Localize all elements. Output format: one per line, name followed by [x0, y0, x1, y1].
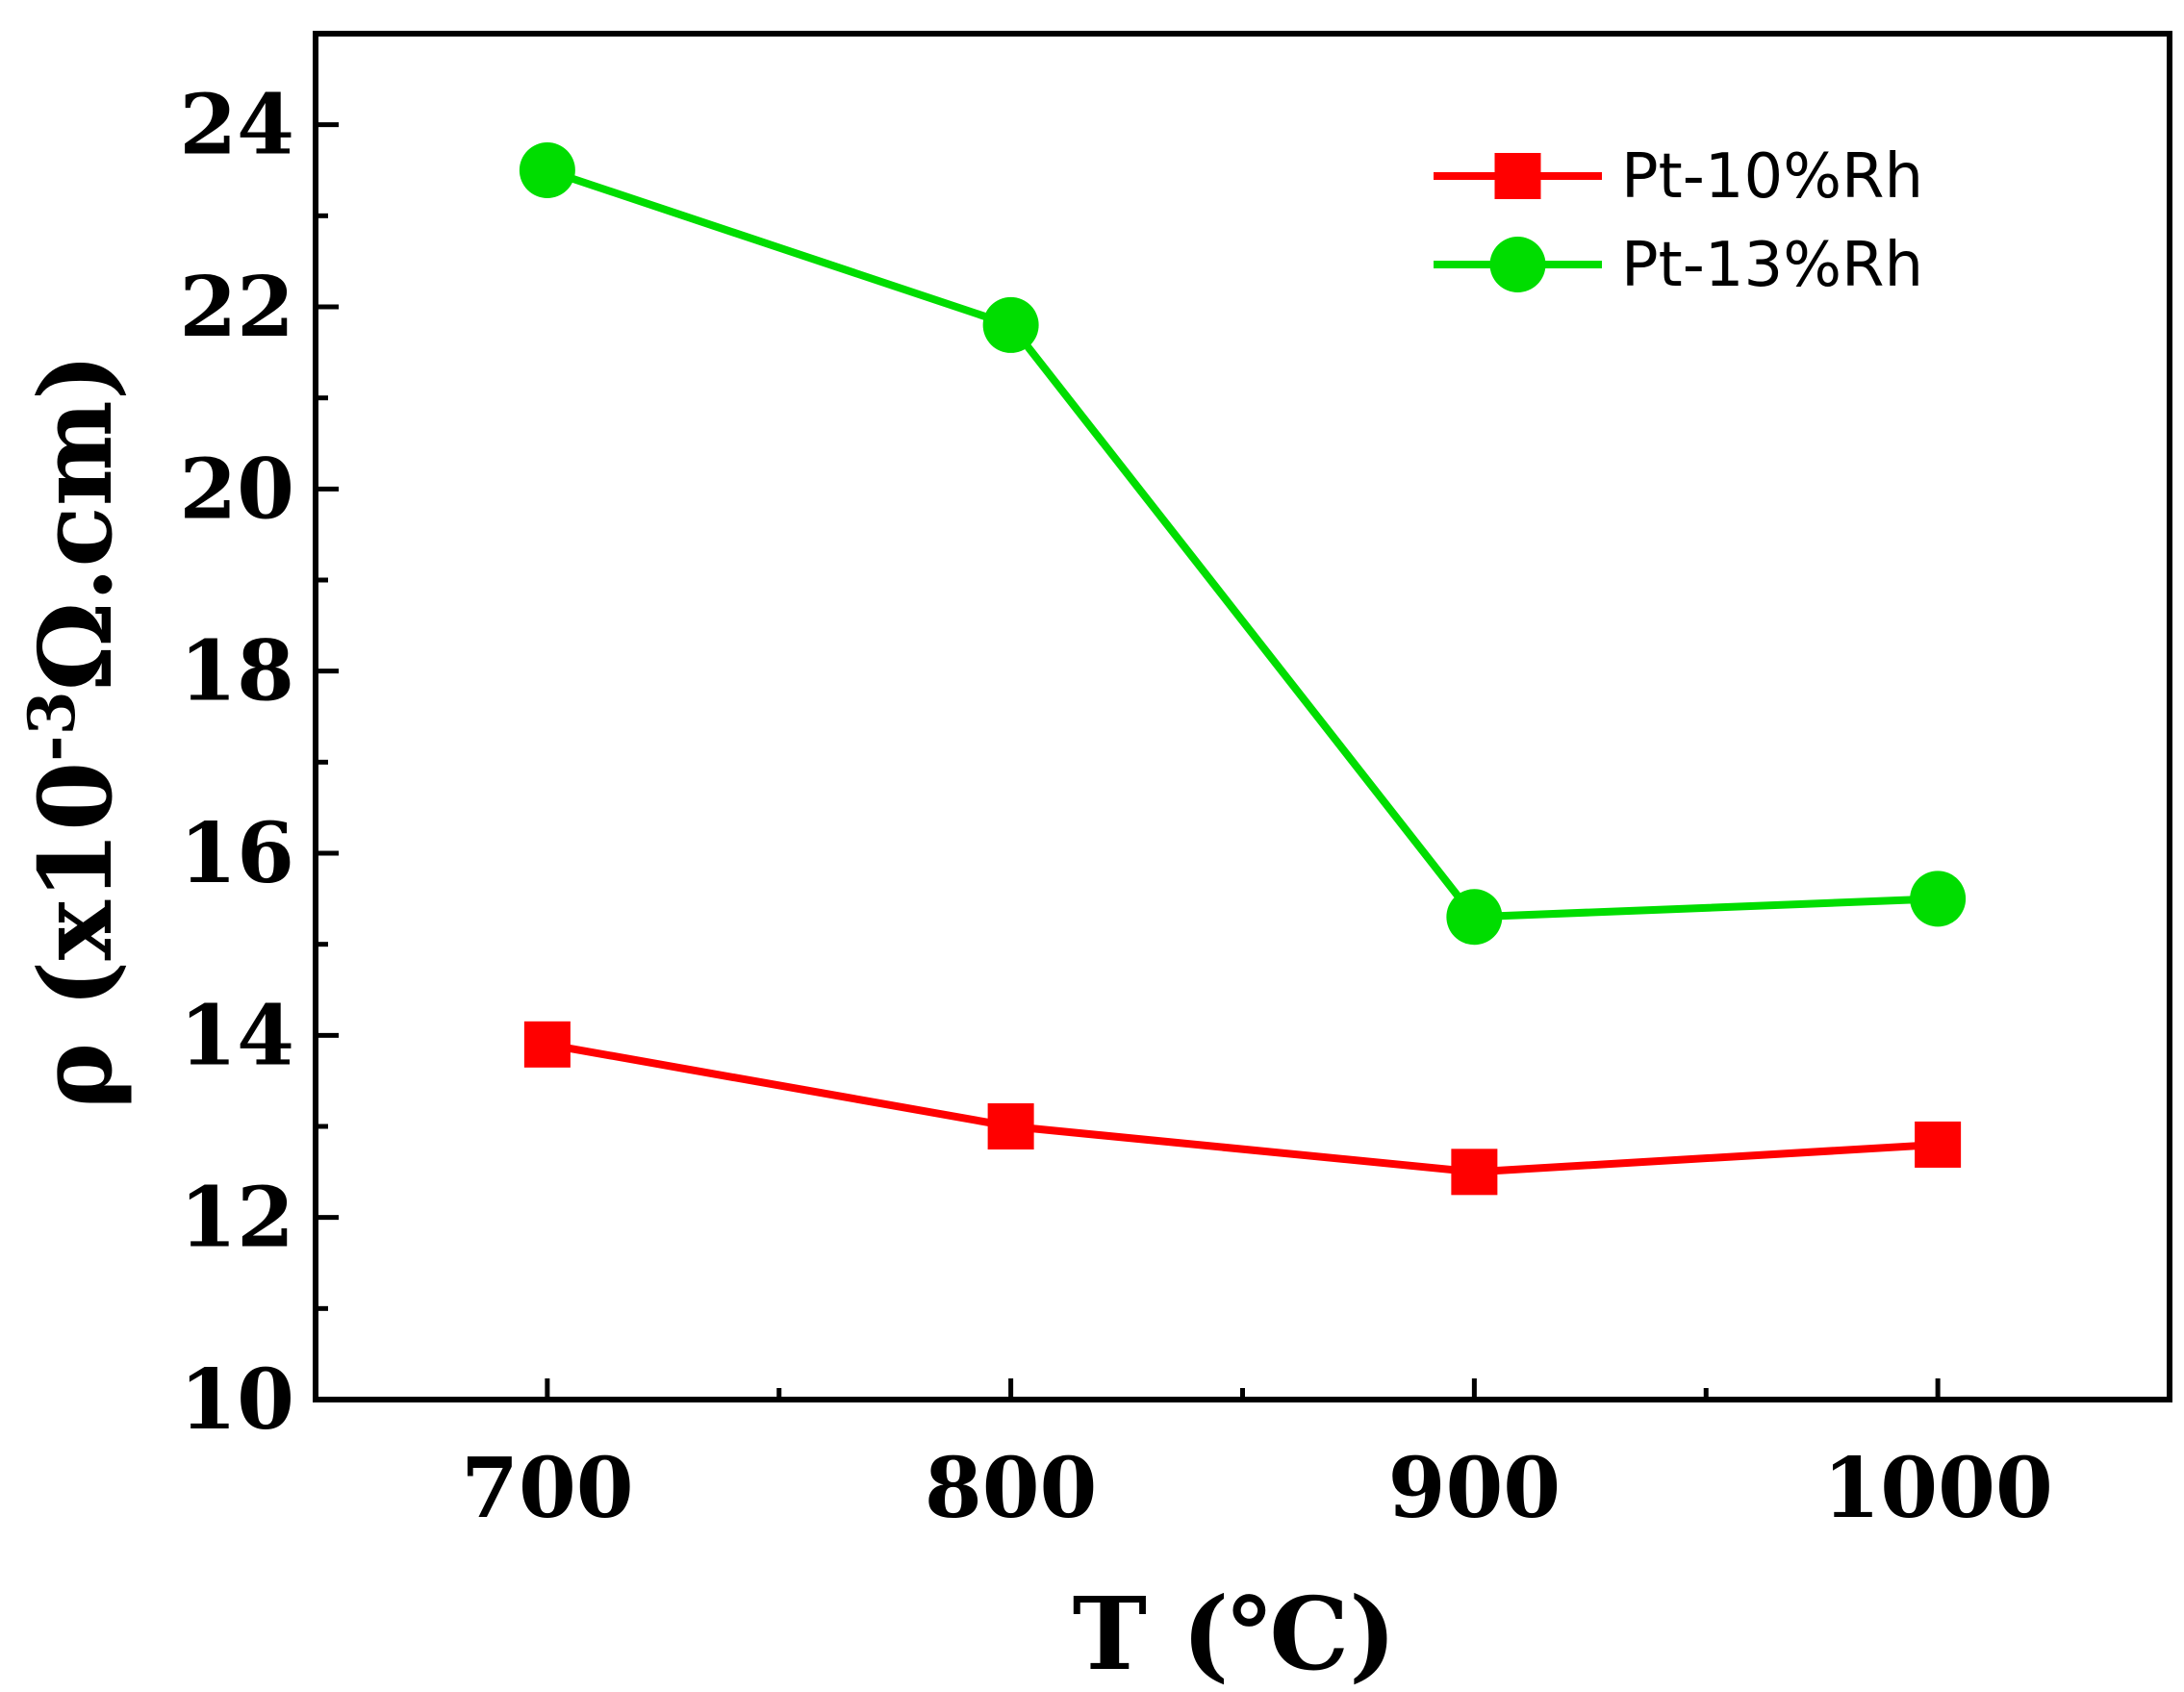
y-tick-label: 22: [179, 259, 294, 356]
x-ticks: 700 800 900 1000: [461, 1378, 2053, 1537]
legend-item: Pt-13%Rh: [1434, 230, 1923, 301]
x-axis-title: T (℃): [1073, 1575, 1397, 1692]
legend-item: Pt-10%Rh: [1434, 141, 1923, 213]
y-axis-title-unit: Ω.cm): [16, 353, 135, 691]
series-2: [519, 142, 1967, 946]
data-point: [1915, 1121, 1962, 1168]
y-tick-label: 18: [179, 623, 294, 720]
data-point: [519, 142, 575, 198]
plot-area: [519, 142, 1967, 1196]
y-tick-label: 20: [179, 441, 294, 538]
data-point: [1446, 889, 1503, 946]
x-tick-label: 900: [1388, 1440, 1562, 1537]
legend-label: Pt-10%Rh: [1621, 141, 1923, 213]
y-tick-label: 16: [179, 805, 294, 902]
legend-square-marker: [1494, 153, 1541, 199]
legend-label: Pt-13%Rh: [1621, 230, 1923, 301]
series-line: [546, 1040, 1939, 1176]
legend-circle-marker: [1489, 237, 1546, 292]
data-point: [982, 296, 1039, 353]
x-tick-label: 800: [925, 1440, 1098, 1537]
y-axis-title: ρ (x10-3Ω.cm): [14, 353, 135, 1109]
x-tick-label: 700: [461, 1440, 634, 1537]
series-line: [546, 166, 1939, 922]
y-tick-label: 12: [179, 1170, 294, 1267]
y-tick-label: 24: [179, 77, 294, 174]
data-point: [1910, 871, 1967, 927]
legend: Pt-10%Rh Pt-13%Rh: [1434, 141, 1923, 301]
series-1: [523, 1021, 1962, 1196]
y-axis-title-main: ρ (x10: [16, 762, 135, 1109]
y-tick-label: 10: [179, 1351, 294, 1449]
y-axis-title-superscript: -3: [14, 691, 89, 761]
y-tick-label: 14: [179, 987, 294, 1084]
x-tick-label: 1000: [1822, 1440, 2052, 1537]
data-point: [523, 1021, 571, 1068]
data-point: [1451, 1149, 1498, 1196]
data-point: [987, 1103, 1034, 1149]
y-ticks: 10 12 14 16 18 20 22 24: [179, 77, 339, 1449]
